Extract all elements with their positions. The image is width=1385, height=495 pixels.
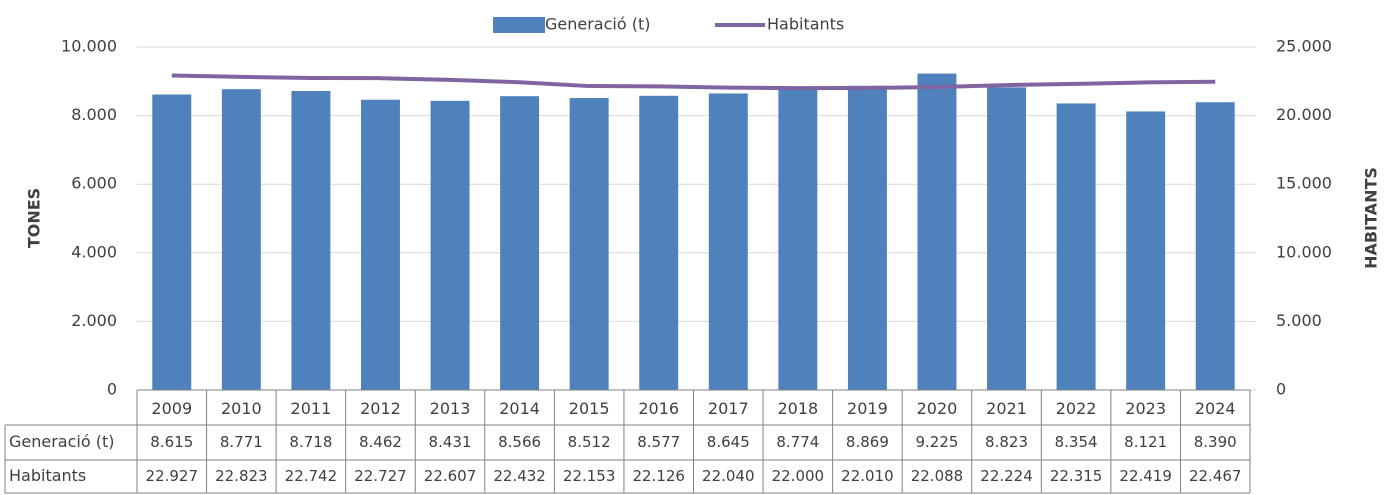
bar <box>778 89 818 390</box>
table-cell: 22.823 <box>215 467 268 485</box>
bar <box>152 94 192 391</box>
x-tick-label: 2021 <box>986 399 1027 418</box>
x-tick-label: 2015 <box>569 399 610 418</box>
y2-tick-label: 25.000 <box>1276 37 1332 56</box>
table-cell: 22.088 <box>911 467 964 485</box>
table-cell: 8.718 <box>289 433 332 451</box>
bar <box>500 96 540 390</box>
table-cell: 8.390 <box>1194 433 1237 451</box>
x-tick-label: 2009 <box>151 399 192 418</box>
x-tick-label: 2014 <box>499 399 540 418</box>
x-tick-label: 2016 <box>638 399 679 418</box>
table-cell: 8.645 <box>707 433 750 451</box>
bar <box>1195 102 1235 391</box>
table-cell: 8.566 <box>498 433 541 451</box>
y2-tick-label: 15.000 <box>1276 174 1332 193</box>
table-cell: 9.225 <box>915 433 958 451</box>
table-cell: 22.419 <box>1119 467 1172 485</box>
table-cell: 8.354 <box>1055 433 1098 451</box>
x-tick-label: 2011 <box>291 399 332 418</box>
bar <box>639 95 679 390</box>
table-cell: 22.742 <box>285 467 338 485</box>
legend-label: Generació (t) <box>545 15 650 34</box>
y-tick-label: 10.000 <box>61 37 117 56</box>
bar <box>987 87 1027 391</box>
table-cell: 8.869 <box>846 433 889 451</box>
x-tick-label: 2010 <box>221 399 262 418</box>
table-cell: 22.727 <box>354 467 407 485</box>
x-tick-label: 2017 <box>708 399 749 418</box>
table-cell: 22.927 <box>146 467 199 485</box>
table-cell: 22.224 <box>980 467 1033 485</box>
table-cell: 22.010 <box>841 467 894 485</box>
y2-tick-label: 10.000 <box>1276 242 1332 261</box>
y2-tick-label: 0 <box>1276 380 1286 399</box>
table-cell: 22.315 <box>1050 467 1103 485</box>
x-tick-label: 2022 <box>1056 399 1097 418</box>
table-cell: 8.771 <box>220 433 263 451</box>
bar <box>360 99 400 390</box>
table-cell: 8.431 <box>429 433 472 451</box>
bar <box>917 73 957 391</box>
x-tick-label: 2020 <box>917 399 958 418</box>
table-cell: 8.462 <box>359 433 402 451</box>
table-cell: 22.607 <box>424 467 477 485</box>
y-tick-label: 6.000 <box>71 174 117 193</box>
x-tick-label: 2018 <box>777 399 818 418</box>
table-cell: 8.121 <box>1124 433 1167 451</box>
table-cell: 8.615 <box>150 433 193 451</box>
y-axis-title: TONES <box>25 188 44 248</box>
table-cell: 22.126 <box>632 467 685 485</box>
y2-tick-label: 20.000 <box>1276 105 1332 124</box>
y-tick-label: 0 <box>107 380 117 399</box>
y-tick-label: 8.000 <box>71 105 117 124</box>
legend-label: Habitants <box>767 15 844 34</box>
table-cell: 8.577 <box>637 433 680 451</box>
table-cell: 8.774 <box>776 433 819 451</box>
bar <box>291 90 331 391</box>
legend-swatch <box>493 17 545 33</box>
table-cell: 22.153 <box>563 467 616 485</box>
x-tick-label: 2019 <box>847 399 888 418</box>
y2-tick-label: 5.000 <box>1276 311 1322 330</box>
bar <box>847 85 887 390</box>
table-cell: 22.432 <box>493 467 546 485</box>
table-cell: 22.467 <box>1189 467 1242 485</box>
x-tick-label: 2024 <box>1195 399 1236 418</box>
y2-axis-title: HABITANTS <box>1362 167 1381 269</box>
x-tick-label: 2013 <box>430 399 471 418</box>
table-cell: 8.823 <box>985 433 1028 451</box>
table-cell: 22.040 <box>702 467 755 485</box>
bar <box>1056 103 1096 391</box>
table-row-header: Habitants <box>9 466 86 485</box>
y-tick-label: 4.000 <box>71 242 117 261</box>
bar <box>569 98 609 391</box>
line <box>171 73 1216 91</box>
table-cell: 22.000 <box>772 467 825 485</box>
bar <box>430 100 470 390</box>
x-tick-label: 2023 <box>1125 399 1166 418</box>
table-row-header: Generació (t) <box>9 432 114 451</box>
x-tick-label: 2012 <box>360 399 401 418</box>
bar <box>221 89 261 391</box>
bar <box>1126 111 1166 390</box>
y-tick-label: 2.000 <box>71 311 117 330</box>
table-cell: 8.512 <box>568 433 611 451</box>
bar <box>708 93 748 390</box>
